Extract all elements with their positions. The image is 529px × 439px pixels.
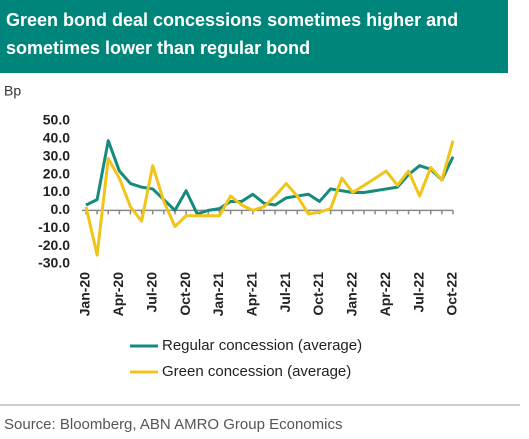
x-tick-label: Jan-22	[344, 272, 360, 317]
x-tick-label: Apr-20	[110, 272, 126, 317]
x-tick-label: Oct-21	[310, 272, 326, 316]
y-axis-label: Bp	[4, 83, 21, 99]
x-tick-label: Jan-21	[210, 272, 226, 317]
y-tick-label: -10.0	[38, 219, 70, 235]
y-tick-label: 10.0	[43, 183, 70, 199]
y-tick-label: 0.0	[51, 201, 71, 217]
x-tick-label: Jul-20	[143, 272, 159, 313]
legend-label: Regular concession (average)	[162, 337, 362, 354]
x-tick-label: Jul-22	[410, 272, 426, 313]
y-tick-label: 30.0	[43, 147, 70, 163]
legend-label: Green concession (average)	[162, 363, 351, 380]
y-tick-label: 50.0	[43, 112, 70, 128]
y-tick-label: 20.0	[43, 165, 70, 181]
x-tick-label: Oct-22	[444, 272, 460, 316]
x-tick-label: Jan-20	[77, 272, 93, 317]
y-tick-label: -30.0	[38, 255, 70, 271]
source: Source: Bloomberg, ABN AMRO Group Econom…	[4, 416, 342, 433]
x-tick-label: Apr-22	[377, 272, 393, 317]
x-tick-label: Oct-20	[177, 272, 193, 316]
series-line	[84, 140, 455, 257]
x-tick-label: Apr-21	[244, 272, 260, 317]
y-tick-label: -20.0	[38, 237, 70, 253]
x-tick-label: Jul-21	[277, 272, 293, 313]
chart-title: Green bond deal concessions sometimes hi…	[0, 0, 508, 73]
y-tick-label: 40.0	[43, 130, 70, 146]
